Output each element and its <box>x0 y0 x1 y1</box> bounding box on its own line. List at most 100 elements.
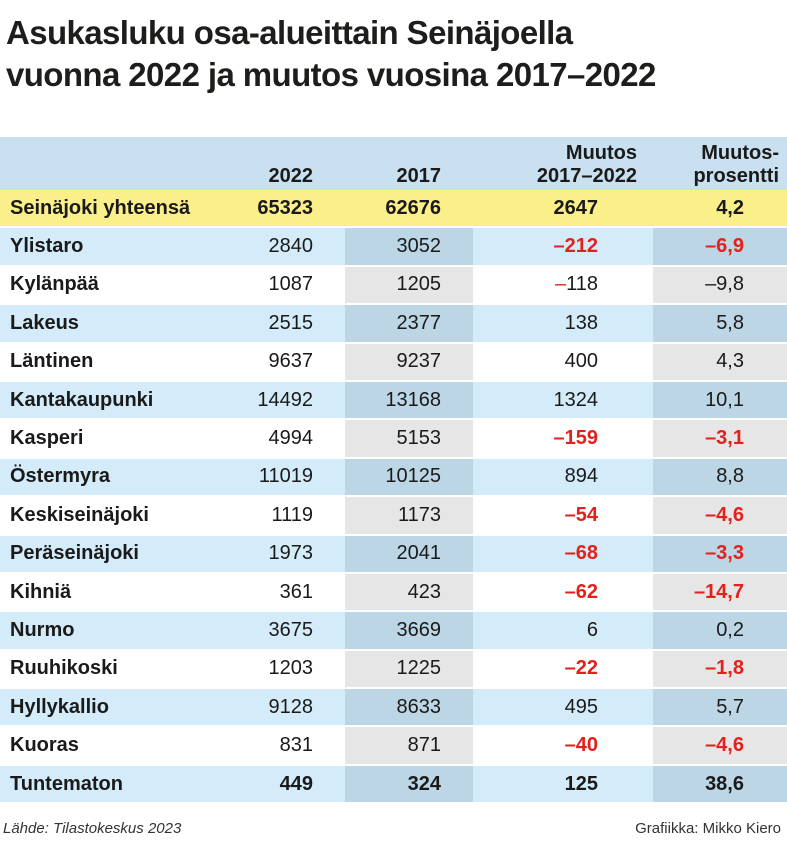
header-percent-line1: Muutos- <box>701 142 779 164</box>
header-change-line2: 2017–2022 <box>536 165 637 187</box>
percent-change-cell: 4,3 <box>653 342 787 382</box>
table-row: Hyllykallio 9128 8633 495 5,7 <box>0 688 787 728</box>
area-name-cell: Hyllykallio <box>0 688 226 728</box>
population-2022-cell: 361 <box>226 572 345 613</box>
table-row: Kantakaupunki 14492 13168 1324 10,1 <box>0 380 787 421</box>
header-percent-line2: prosentti <box>693 165 779 187</box>
header-2022: 2022 <box>226 137 345 190</box>
population-2017-cell: 1173 <box>345 496 473 536</box>
change-cell: 1324 <box>473 380 653 421</box>
change-cell: 400 <box>473 342 653 382</box>
percent-change-cell: –6,9 <box>653 227 787 267</box>
table-row: Peräseinäjoki 1973 2041 –68 –3,3 <box>0 534 787 574</box>
area-name-cell: Kihniä <box>0 572 226 613</box>
table-row: Lakeus 2515 2377 138 5,8 <box>0 304 787 344</box>
chart-title: Asukasluku osa-alueittain Seinäjoella vu… <box>6 12 656 96</box>
population-2022-cell: 4994 <box>226 419 345 459</box>
population-2022-cell: 65323 <box>226 190 345 229</box>
population-2017-cell: 62676 <box>345 190 473 229</box>
change-cell: 125 <box>473 764 653 805</box>
percent-change-cell: –1,8 <box>653 649 787 690</box>
table-row: Kuoras 831 871 –40 –4,6 <box>0 726 787 766</box>
area-name-cell: Peräseinäjoki <box>0 534 226 574</box>
population-2017-cell: 1205 <box>345 265 473 306</box>
population-2017-cell: 8633 <box>345 688 473 728</box>
percent-change-cell: 5,8 <box>653 304 787 344</box>
population-2017-cell: 2041 <box>345 534 473 574</box>
change-cell: –62 <box>473 572 653 613</box>
change-cell: –40 <box>473 726 653 766</box>
population-2017-cell: 10125 <box>345 457 473 498</box>
percent-change-cell: 10,1 <box>653 380 787 421</box>
area-name-cell: Kuoras <box>0 726 226 766</box>
area-name-cell: Östermyra <box>0 457 226 498</box>
population-2022-cell: 1973 <box>226 534 345 574</box>
population-2022-cell: 9128 <box>226 688 345 728</box>
table-row: Ruuhikoski 1203 1225 –22 –1,8 <box>0 649 787 690</box>
population-2022-cell: 11019 <box>226 457 345 498</box>
population-2022-cell: 2840 <box>226 227 345 267</box>
header-change: Muutos 2017–2022 <box>473 137 653 190</box>
population-2017-cell: 423 <box>345 572 473 613</box>
minus-sign: – <box>554 273 567 296</box>
area-name-cell: Seinäjoki yhteensä <box>0 190 226 229</box>
population-2017-cell: 3052 <box>345 227 473 267</box>
table-header: 2022 2017 Muutos 2017–2022 Muutos-prosent… <box>0 137 787 190</box>
population-2022-cell: 449 <box>226 764 345 805</box>
table-row: Kylänpää 1087 1205 –118 –9,8 <box>0 265 787 306</box>
population-2022-cell: 1203 <box>226 649 345 690</box>
header-name <box>0 137 226 190</box>
change-cell: –159 <box>473 419 653 459</box>
population-2017-cell: 5153 <box>345 419 473 459</box>
area-name-cell: Kantakaupunki <box>0 380 226 421</box>
graphics-credit: Grafiikka: Mikko Kiero <box>635 820 781 837</box>
area-name-cell: Tuntematon <box>0 764 226 805</box>
area-name-cell: Läntinen <box>0 342 226 382</box>
change-cell: 6 <box>473 611 653 651</box>
source-note: Lähde: Tilastokeskus 2023 <box>3 820 182 837</box>
total-row: Seinäjoki yhteensä 65323 62676 2647 4,2 <box>0 190 787 229</box>
area-name-cell: Lakeus <box>0 304 226 344</box>
population-2022-cell: 9637 <box>226 342 345 382</box>
population-table: 2022 2017 Muutos 2017–2022 Muutos-prosent… <box>0 137 787 805</box>
population-2022-cell: 2515 <box>226 304 345 344</box>
table-row: Keskiseinäjoki 1119 1173 –54 –4,6 <box>0 496 787 536</box>
percent-change-cell: 8,8 <box>653 457 787 498</box>
percent-change-cell: 5,7 <box>653 688 787 728</box>
percent-change-cell: 0,2 <box>653 611 787 651</box>
percent-change-cell: –4,6 <box>653 726 787 766</box>
change-cell: –212 <box>473 227 653 267</box>
change-cell: 2647 <box>473 190 653 229</box>
table-row: Nurmo 3675 3669 6 0,2 <box>0 611 787 651</box>
change-cell: –118 <box>473 265 653 306</box>
change-cell: 894 <box>473 457 653 498</box>
population-2017-cell: 13168 <box>345 380 473 421</box>
table-row: Läntinen 9637 9237 400 4,3 <box>0 342 787 382</box>
area-name-cell: Ruuhikoski <box>0 649 226 690</box>
population-2017-cell: 324 <box>345 764 473 805</box>
population-2022-cell: 14492 <box>226 380 345 421</box>
population-2022-cell: 831 <box>226 726 345 766</box>
percent-change-cell: –9,8 <box>653 265 787 306</box>
area-name-cell: Kasperi <box>0 419 226 459</box>
percent-change-cell: –4,6 <box>653 496 787 536</box>
percent-change-cell: 38,6 <box>653 764 787 805</box>
population-2022-cell: 1087 <box>226 265 345 306</box>
change-cell: 495 <box>473 688 653 728</box>
area-name-cell: Nurmo <box>0 611 226 651</box>
table-row: Tuntematon 449 324 125 38,6 <box>0 764 787 805</box>
header-change-line1: Muutos <box>565 142 637 164</box>
percent-change-cell: –3,1 <box>653 419 787 459</box>
area-name-cell: Keskiseinäjoki <box>0 496 226 536</box>
change-cell: –54 <box>473 496 653 536</box>
population-2017-cell: 3669 <box>345 611 473 651</box>
change-cell: –68 <box>473 534 653 574</box>
population-2022-cell: 1119 <box>226 496 345 536</box>
table-row: Östermyra 11019 10125 894 8,8 <box>0 457 787 498</box>
population-2017-cell: 1225 <box>345 649 473 690</box>
table-row: Kasperi 4994 5153 –159 –3,1 <box>0 419 787 459</box>
table-row: Kihniä 361 423 –62 –14,7 <box>0 572 787 613</box>
title-line-1: Asukasluku osa-alueittain Seinäjoella <box>6 14 573 51</box>
table-row: Ylistaro 2840 3052 –212 –6,9 <box>0 227 787 267</box>
change-cell: 138 <box>473 304 653 344</box>
